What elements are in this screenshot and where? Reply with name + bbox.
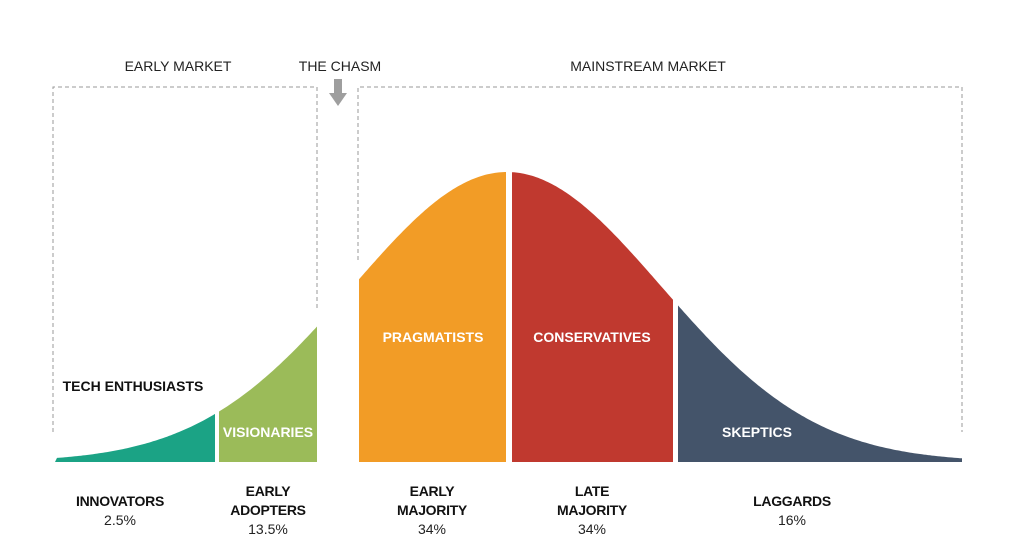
mainstream-market-box xyxy=(357,86,963,432)
innovators-area xyxy=(55,413,215,462)
arrow-down-icon xyxy=(329,79,347,106)
visionaries-label: VISIONARIES xyxy=(222,424,314,440)
category-percent: 34% xyxy=(417,521,447,537)
pragmatists-label: PRAGMATISTS xyxy=(382,329,484,345)
laggards-category: LAGGARDS 16% xyxy=(722,492,862,530)
category-percent: 34% xyxy=(577,521,607,537)
category-name: INNOVATORS xyxy=(75,493,164,509)
early-market-label: EARLY MARKET xyxy=(124,58,232,74)
innovators-category: INNOVATORS 2.5% xyxy=(50,492,190,530)
early-majority-category: EARLY MAJORITY 34% xyxy=(362,482,502,539)
early-adopters-area xyxy=(219,326,317,462)
chasm-label: THE CHASM xyxy=(298,58,382,74)
category-name: LATE xyxy=(574,483,610,499)
category-name: LAGGARDS xyxy=(753,493,831,509)
category-percent: 2.5% xyxy=(104,512,136,528)
laggards-area xyxy=(678,305,962,462)
category-percent: 16% xyxy=(777,512,807,528)
skeptics-label: SKEPTICS xyxy=(721,424,793,440)
early-adopters-category: EARLY ADOPTERS 13.5% xyxy=(198,482,338,539)
early-majority-area xyxy=(359,172,506,462)
category-name-line2: ADOPTERS xyxy=(230,502,306,518)
category-percent: 13.5% xyxy=(248,521,288,537)
tech-enthusiasts-label: TECH ENTHUSIASTS xyxy=(62,378,204,394)
early-market-box xyxy=(52,86,318,432)
category-name: EARLY xyxy=(245,483,291,499)
category-name: EARLY xyxy=(409,483,455,499)
conservatives-label: CONSERVATIVES xyxy=(533,329,651,345)
mainstream-market-label: MAINSTREAM MARKET xyxy=(570,58,726,74)
late-majority-area xyxy=(512,172,673,462)
category-name-line2: MAJORITY xyxy=(557,502,627,518)
category-name-line2: MAJORITY xyxy=(397,502,467,518)
late-majority-category: LATE MAJORITY 34% xyxy=(522,482,662,539)
